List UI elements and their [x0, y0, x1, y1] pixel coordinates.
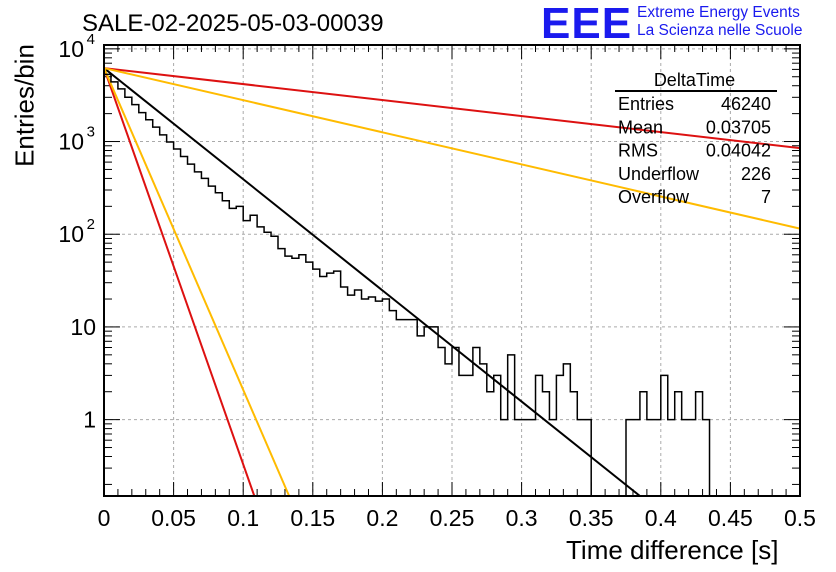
stats-label: Mean	[618, 117, 663, 137]
axis-mask	[102, 497, 802, 507]
y-axis-label: Entries/bin	[9, 44, 40, 167]
logo-line-2: La Scienza nelle Scuole	[637, 22, 803, 39]
fit-line	[103, 67, 641, 497]
fit-line	[103, 67, 291, 497]
chart-title: SALE-02-2025-05-03-00039	[82, 10, 384, 37]
logo-text: Extreme Energy Events La Scienza nelle S…	[637, 4, 802, 40]
x-tick-label: 0.25	[430, 505, 475, 531]
histogram	[103, 73, 711, 501]
stats-label: RMS	[618, 141, 658, 161]
stats-value: 7	[761, 187, 771, 207]
y-tick-exponent: 4	[87, 31, 95, 48]
x-tick-label: 0.45	[708, 505, 753, 531]
x-tick-label: 0.1	[227, 505, 259, 531]
logo-line-1: Extreme Energy Events	[637, 4, 800, 21]
stats-value: 0.03705	[706, 117, 771, 137]
x-tick-label: 0.5	[784, 505, 816, 531]
y-tick-exponent: 2	[87, 216, 95, 233]
x-tick-label: 0.2	[366, 505, 398, 531]
stats-label: Overflow	[618, 187, 690, 207]
y-tick-exponent: 3	[87, 124, 95, 141]
x-tick-label: 0.3	[506, 505, 538, 531]
stats-title: DeltaTime	[654, 70, 735, 90]
y-tick-label: 10	[70, 314, 96, 340]
x-tick-label: 0.4	[645, 505, 677, 531]
stats-value: 46240	[721, 94, 771, 114]
fit-line	[103, 67, 801, 150]
x-tick-label: 0.05	[151, 505, 196, 531]
stats-label: Underflow	[618, 164, 700, 184]
y-tick-label: 10	[58, 221, 84, 247]
x-tick-label: 0.35	[569, 505, 614, 531]
y-tick-label: 1	[83, 407, 96, 433]
fit-line	[103, 67, 801, 230]
plot-frame	[103, 44, 801, 497]
fit-line	[103, 67, 256, 497]
x-axis-label: Time difference [s]	[566, 535, 779, 565]
x-tick-label: 0.15	[290, 505, 335, 531]
y-tick-label: 10	[58, 129, 84, 155]
eee-logo: EEE	[541, 0, 633, 48]
y-tick-label: 10	[58, 36, 84, 62]
stats-value: 226	[741, 164, 771, 184]
x-tick-label: 0	[98, 505, 111, 531]
stats-label: Entries	[618, 94, 674, 114]
stats-value: 0.04042	[706, 141, 771, 161]
